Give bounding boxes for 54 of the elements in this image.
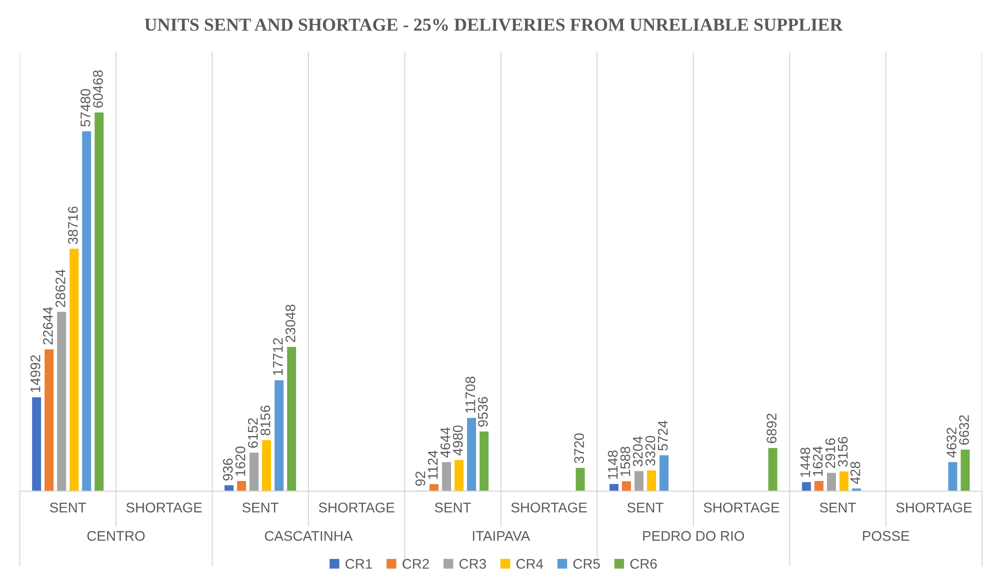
data-label: 4980: [452, 425, 463, 456]
data-label: 2916: [825, 438, 836, 468]
data-label: 5724: [658, 420, 668, 451]
data-label: 17712: [272, 338, 283, 376]
data-label: 6632: [959, 415, 969, 445]
data-label: 428: [850, 462, 860, 484]
x-tick-label: SENT: [627, 502, 664, 512]
data-label: 11708: [465, 376, 476, 413]
x-tick-label: SHORTAGE: [318, 502, 394, 512]
x-tick-label: SENT: [434, 502, 471, 512]
data-label: 1448: [800, 448, 810, 477]
x-tick-label: SHORTAGE: [126, 502, 202, 512]
legend-label: CR2: [402, 558, 429, 569]
x-tick-label: SHORTAGE: [896, 502, 972, 512]
legend-label: CR4: [516, 558, 544, 569]
x-tick-label: SENT: [242, 502, 279, 512]
legend-label: CR5: [573, 558, 600, 569]
data-label: 1588: [620, 446, 630, 476]
data-label: 1124: [428, 450, 438, 479]
legend-label: CR3: [459, 558, 486, 569]
text: ITAIPAVA: [472, 531, 530, 541]
text: POSSE: [863, 531, 910, 541]
data-label: 1148: [608, 450, 618, 479]
data-label: 6892: [766, 414, 776, 444]
x-tick-label: SENT: [50, 502, 86, 512]
data-label: 14992: [30, 355, 40, 392]
text: CENTRO: [87, 531, 145, 541]
data-label: 3204: [632, 436, 643, 466]
x-tick-label: SHORTAGE: [511, 502, 587, 512]
data-label: 57480: [80, 89, 90, 127]
data-label: 3720: [574, 433, 584, 464]
data-label: 22644: [42, 306, 53, 345]
data-label: 6152: [248, 418, 258, 448]
legend-label: CR6: [630, 558, 657, 569]
data-label: 4632: [946, 428, 956, 458]
data-label: 1624: [812, 446, 823, 476]
data-label: 4644: [440, 427, 450, 458]
data-label: 38716: [68, 206, 78, 244]
data-label: 936: [222, 458, 233, 480]
data-label: 92: [415, 472, 426, 486]
text: CASCATINHA: [264, 531, 353, 541]
x-tick-label: SHORTAGE: [704, 502, 780, 512]
data-label: 23048: [285, 304, 296, 342]
data-label: 60468: [93, 70, 103, 108]
data-label: 28624: [55, 270, 66, 308]
data-label: 9536: [478, 396, 488, 427]
text: PEDRO DO RIO: [643, 531, 744, 541]
chart-title: UNITS SENT AND SHORTAGE - 25% DELIVERIES FROM UNRELIABLE SUPPLIER: [144, 18, 843, 31]
data-label: 3156: [838, 436, 848, 467]
data-label: 1620: [235, 446, 246, 476]
x-tick-label: SENT: [820, 502, 856, 512]
data-label: 8156: [260, 406, 270, 436]
legend-label: CR1: [346, 558, 372, 569]
data-label: 3320: [645, 436, 656, 466]
